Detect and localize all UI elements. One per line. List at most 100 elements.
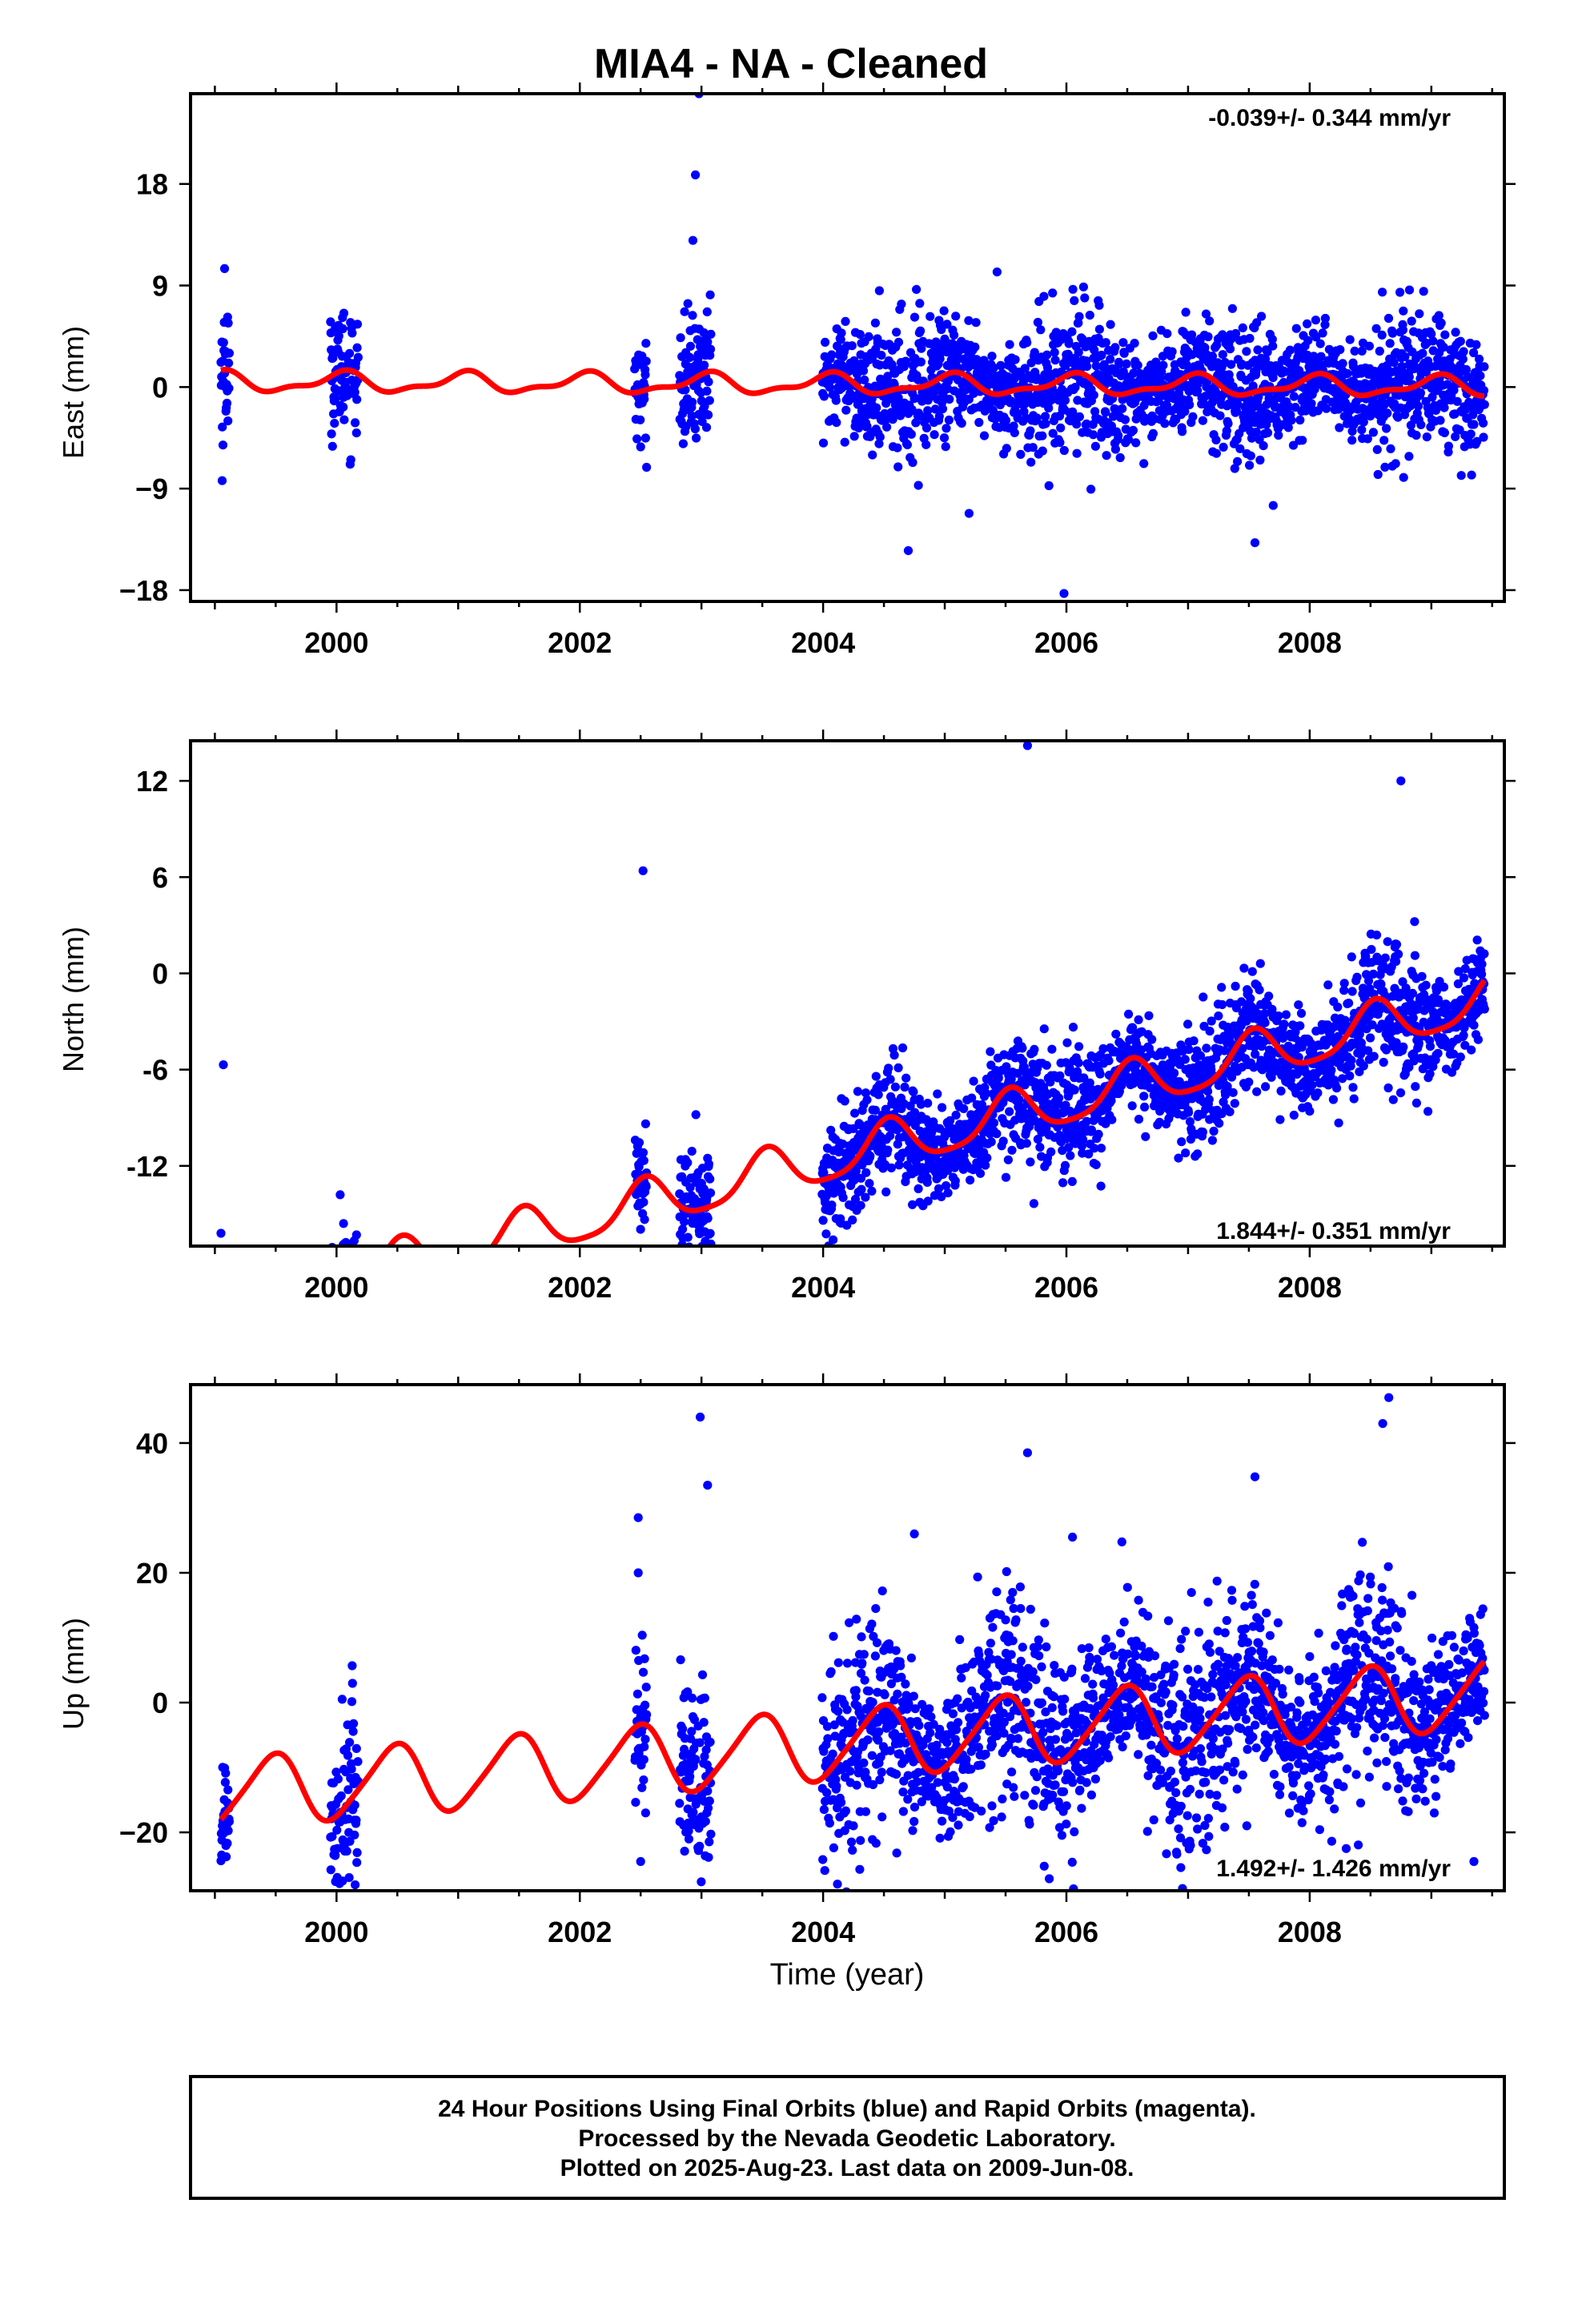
up-point-241 [706,1829,716,1839]
east-point-2118 [636,442,645,452]
north-point-1535 [1276,1086,1286,1096]
north-point-2129 [216,1228,226,1238]
east-point-500 [912,284,921,294]
north-point-1676 [1327,1065,1336,1075]
east-point-1744 [1350,346,1359,356]
east-point-433 [887,360,897,369]
north-point-1004 [1085,1078,1094,1088]
north-point-2060 [1459,973,1469,983]
east-point-2111 [964,509,974,518]
east-point-2053 [1461,364,1471,375]
north-point-960 [1070,1085,1079,1095]
north-point-1385 [1223,1082,1232,1092]
north-point-1017 [1090,1144,1099,1153]
north-point-1139 [1134,1115,1144,1124]
east-point-18 [222,398,232,408]
north-point-664 [967,1093,977,1103]
east-point-498 [911,418,921,428]
east-point-2113 [1080,293,1090,303]
east-point-681 [974,417,984,428]
up-point-326 [848,1845,857,1855]
up-point-140 [640,1654,649,1663]
east-point-67 [339,415,349,424]
east-point-1420 [1235,444,1245,453]
east-point-162 [680,307,689,316]
east-point-117 [632,434,642,444]
east-point-1209 [1158,360,1168,370]
east-point-1339 [1205,316,1215,326]
north-point-817 [1020,1080,1030,1090]
up-point-574 [935,1833,945,1843]
up-point-103 [351,1815,361,1825]
east-point-452 [893,392,903,403]
north-point-1410 [1231,1003,1241,1013]
north-point-642 [959,1104,969,1113]
east-point-1124 [1128,425,1138,436]
east-ytick-label: −9 [135,472,168,505]
north-point-479 [901,1073,911,1083]
east-point-1991 [1439,342,1448,352]
north-point-843 [1030,1044,1039,1054]
north-point-1865 [1391,939,1402,949]
east-point-894 [1048,428,1058,438]
north-point-395 [871,1072,881,1081]
north-point-161 [680,1217,689,1227]
east-point-968 [1074,348,1083,357]
up-point-225 [701,1816,710,1826]
up-point-133 [637,1630,647,1640]
north-point-800 [1014,1095,1024,1104]
east-point-1088 [1115,452,1125,463]
north-point-2100 [1472,935,1482,945]
east-point-1403 [1228,382,1238,392]
up-point-327 [848,1715,857,1726]
up-point-336 [851,1686,861,1695]
north-xtick-label: 2002 [548,1271,612,1304]
east-point-2074 [1469,348,1479,358]
north-rate-label: 1.844+/- 0.351 mm/yr [1216,1218,1451,1244]
north-point-730 [989,1118,999,1128]
up-point-147 [675,1799,685,1808]
north-point-2 [217,1317,226,1326]
up-point-71 [341,1902,350,1911]
up-point-603 [946,1827,955,1836]
north-point-434 [885,1131,895,1140]
north-point-720 [986,1047,995,1056]
east-point-490 [908,457,917,468]
up-point-294 [837,1798,846,1807]
east-point-1305 [1193,386,1203,396]
up-point-401 [874,1727,884,1737]
north-point-21 [223,1330,232,1339]
east-point-1703 [1335,423,1344,432]
north-point-1690 [1332,1084,1342,1093]
east-point-842 [1030,348,1039,357]
north-point-1325 [1202,1043,1211,1053]
east-point-2028 [1452,396,1462,406]
north-point-1586 [1294,1000,1303,1010]
north-point-145 [641,1182,651,1192]
east-point-1467 [1251,427,1261,437]
east-point-345 [855,330,865,340]
up-panel: Up (mm) 1.492+/- 1.426 mm/yr Time (year)… [57,1373,1516,1992]
north-point-1328 [1203,1087,1213,1096]
north-point-618 [950,1176,960,1186]
north-point-822 [1022,1139,1031,1148]
east-point-1516 [1268,341,1278,351]
north-ytick-label: 12 [136,765,168,798]
north-point-1491 [1260,1008,1270,1019]
north-point-46 [333,1360,342,1369]
east-point-4 [218,422,227,432]
east-point-577 [939,306,949,316]
east-point-2005 [1443,441,1453,451]
up-point-365 [861,1807,870,1816]
east-point-578 [939,433,950,443]
up-point-349 [856,1835,865,1845]
north-point-1063 [1106,1096,1116,1105]
east-point-1928 [1415,388,1425,398]
east-point-380 [868,450,877,460]
north-point-237 [705,1256,714,1265]
east-point-420 [882,422,892,432]
north-point-35 [329,1306,338,1315]
east-point-955 [1070,296,1079,305]
north-point-2103 [1473,1035,1483,1044]
east-point-1902 [1407,316,1416,326]
